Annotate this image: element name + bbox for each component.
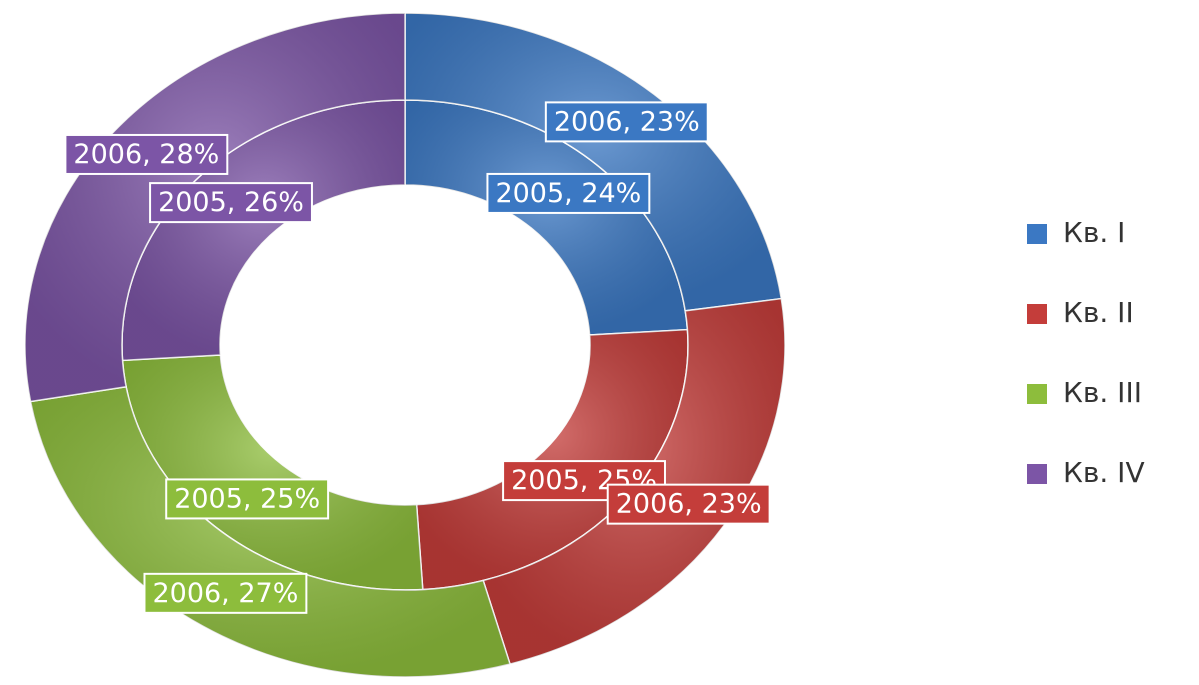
segment-shade [405, 13, 782, 311]
data-label-text: 2005, 24% [495, 178, 641, 209]
data-label-text: 2006, 23% [554, 106, 700, 137]
data-label-text: 2006, 27% [152, 578, 298, 609]
data-label: 2005, 26% [149, 182, 313, 224]
data-label: 2006, 28% [64, 133, 229, 175]
legend-label: Кв. I [1063, 216, 1125, 249]
data-label-box [149, 182, 313, 224]
segment-shade [416, 329, 688, 590]
legend-label: Кв. II [1063, 296, 1134, 329]
segment-shade [483, 298, 785, 665]
data-label-box [143, 572, 308, 614]
data-label-text: 2005, 26% [158, 187, 304, 218]
segment-shade [24, 13, 405, 402]
legend-swatch [1027, 304, 1047, 324]
legend-swatch [1027, 384, 1047, 404]
data-label-text: 2006, 28% [73, 139, 219, 170]
segment-shade [122, 100, 405, 361]
segment-shade [30, 386, 510, 677]
data-label: 2005, 25% [165, 478, 330, 520]
legend-label: Кв. III [1063, 376, 1142, 409]
segment-shade [405, 100, 688, 335]
data-label-box [486, 172, 651, 214]
data-label: 2005, 24% [486, 172, 651, 214]
segment-shade [122, 355, 423, 590]
legend-swatch [1027, 464, 1047, 484]
data-label-box [544, 101, 709, 143]
data-label: 2006, 27% [143, 572, 308, 614]
data-label-box [64, 133, 229, 175]
legend-label: Кв. IV [1063, 456, 1145, 489]
data-label: 2006, 23% [606, 483, 771, 525]
legend-swatch [1027, 224, 1047, 244]
data-label: 2006, 23% [544, 101, 709, 143]
data-label-box [165, 478, 330, 520]
data-label-box [502, 460, 666, 502]
data-label-text: 2005, 25% [174, 483, 320, 514]
data-label-text: 2006, 23% [616, 489, 762, 520]
data-label-box [606, 483, 771, 525]
